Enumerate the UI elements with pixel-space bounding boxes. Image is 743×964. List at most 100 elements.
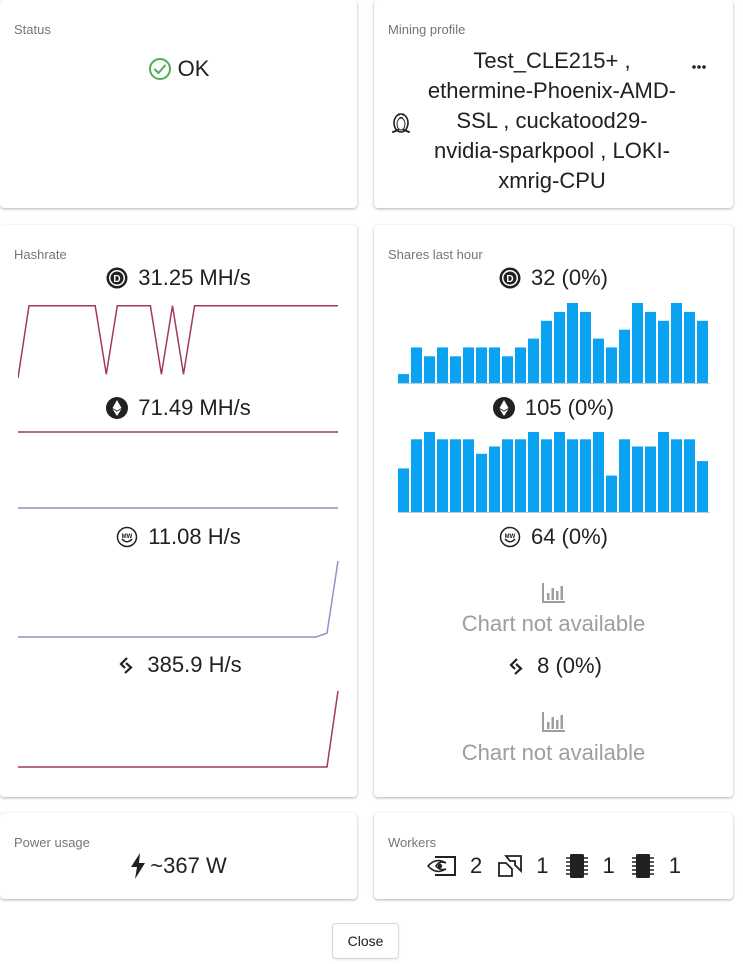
close-button[interactable]: Close xyxy=(332,923,399,959)
hashrate-loki: 385.9 H/s xyxy=(0,652,357,678)
shares-bar xyxy=(658,320,669,383)
shares-loki: 8 (0%) xyxy=(374,653,733,679)
shares-bar xyxy=(580,439,591,512)
shares-bar xyxy=(437,347,448,383)
status-card: Status OK xyxy=(0,0,357,208)
nvidia-icon xyxy=(426,856,456,876)
hashrate-chart-grin xyxy=(18,560,339,638)
shares-bar xyxy=(554,432,565,512)
shares-bar xyxy=(541,320,552,383)
shares-bar xyxy=(476,453,487,512)
shares-bar xyxy=(593,432,604,512)
shares-decred: D 32 (0%) xyxy=(374,265,733,291)
hashrate-decred: D 31.25 MH/s xyxy=(0,265,357,291)
shares-bar xyxy=(463,347,474,383)
shares-bar xyxy=(645,311,656,383)
shares-value: 32 (0%) xyxy=(530,265,609,290)
shares-bar xyxy=(697,461,708,512)
workers-card: Workers 2 1 1 xyxy=(374,813,733,899)
shares-bar xyxy=(697,320,708,383)
shares-bar xyxy=(632,446,643,512)
profile-line: ethermine-Phoenix-AMD- xyxy=(427,78,677,103)
decred-icon: D xyxy=(499,267,521,289)
shares-bar xyxy=(489,347,500,383)
chart-not-available-text: Chart not available xyxy=(461,611,646,636)
hashrate-value: 11.08 H/s xyxy=(148,524,241,549)
hashrate-chart-loki xyxy=(18,690,339,768)
status-value: OK xyxy=(177,56,210,81)
shares-bar xyxy=(450,356,461,383)
svg-text:MW: MW xyxy=(122,534,133,540)
grin-icon: MW xyxy=(116,526,138,548)
hashrate-chart-decred xyxy=(18,305,338,379)
power-usage-card: Power usage ~367 W xyxy=(0,813,357,899)
shares-bar xyxy=(424,432,435,512)
hashrate-value: 385.9 H/s xyxy=(147,652,242,677)
worker-cpu: 1 xyxy=(565,853,615,879)
power-usage-title: Power usage xyxy=(14,835,90,850)
shares-bar xyxy=(424,356,435,383)
loki-icon xyxy=(119,657,134,674)
shares-chart-decred xyxy=(398,303,710,384)
profile-line: xmrig-CPU xyxy=(498,168,606,193)
shares-bar xyxy=(411,439,422,512)
power-usage-row: ~367 W xyxy=(0,853,357,879)
shares-ethereum: 105 (0%) xyxy=(374,395,733,421)
shares-bar xyxy=(606,475,617,512)
svg-text:D: D xyxy=(114,274,121,285)
bar-chart-icon xyxy=(541,712,565,732)
loki-icon xyxy=(509,658,523,675)
workers-row: 2 1 1 1 xyxy=(374,853,733,879)
shares-bar xyxy=(671,303,682,383)
worker-count: 1 xyxy=(602,853,615,878)
shares-bar xyxy=(528,432,539,512)
shares-bar xyxy=(593,338,604,383)
shares-bar xyxy=(580,311,591,383)
shares-chart-ethereum xyxy=(398,432,710,513)
shares-bar xyxy=(658,432,669,512)
shares-bar xyxy=(489,446,500,512)
worker-nvidia: 2 xyxy=(426,853,482,879)
status-title: Status xyxy=(14,22,51,37)
shares-bar xyxy=(398,374,409,383)
ethereum-icon xyxy=(106,397,129,419)
cpu-chip-icon xyxy=(565,854,588,878)
shares-bar xyxy=(671,439,682,512)
hashrate-ethereum: 71.49 MH/s xyxy=(0,395,357,421)
shares-bar xyxy=(463,439,474,512)
cpu-chip-icon xyxy=(631,854,654,878)
shares-bar xyxy=(684,311,695,383)
shares-bar xyxy=(502,356,513,383)
check-circle-icon xyxy=(148,58,171,80)
shares-bar xyxy=(515,439,526,512)
linux-tux-icon xyxy=(392,113,410,133)
shares-bar xyxy=(528,338,539,383)
shares-title: Shares last hour xyxy=(388,247,483,262)
shares-bar xyxy=(606,347,617,383)
hashrate-value: 31.25 MH/s xyxy=(138,265,251,290)
worker-cpu: 1 xyxy=(631,853,681,879)
grin-icon: MW xyxy=(499,526,521,548)
profile-line: SSL , cuckatood29- xyxy=(456,108,648,133)
more-options-button[interactable] xyxy=(688,56,710,78)
worker-amd: 1 xyxy=(498,853,549,879)
hashrate-card: Hashrate D 31.25 MH/s 71.49 MH/s MW 11.0… xyxy=(0,225,357,797)
chart-not-available: Chart not available xyxy=(374,711,733,766)
shares-bar xyxy=(541,439,552,512)
shares-bar xyxy=(554,311,565,383)
shares-value: 105 (0%) xyxy=(524,395,615,420)
lightning-icon xyxy=(131,853,146,879)
shares-bar xyxy=(567,439,578,512)
mining-profile-title: Mining profile xyxy=(388,22,466,37)
bar-chart-icon xyxy=(541,583,565,603)
shares-bar xyxy=(502,439,513,512)
worker-count: 2 xyxy=(470,853,483,878)
shares-grin: MW 64 (0%) xyxy=(374,524,733,550)
shares-bar xyxy=(476,347,487,383)
hashrate-title: Hashrate xyxy=(14,247,67,262)
shares-bar xyxy=(450,439,461,512)
shares-bar xyxy=(411,347,422,383)
shares-bar xyxy=(619,439,630,512)
svg-text:MW: MW xyxy=(505,534,516,540)
more-dots-icon xyxy=(692,65,706,69)
